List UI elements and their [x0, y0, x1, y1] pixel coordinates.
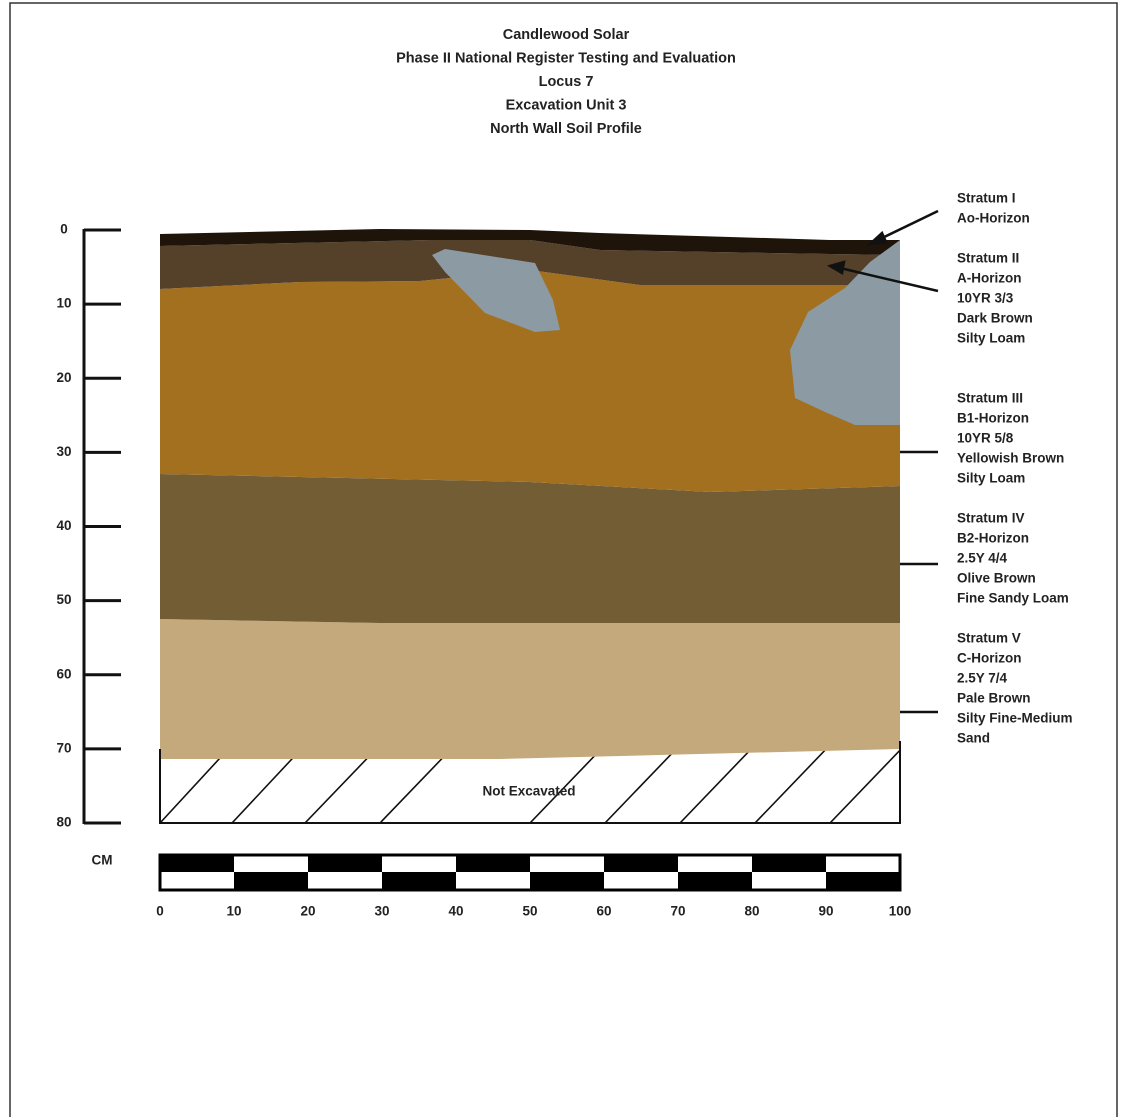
scale-unit: CM: [92, 853, 113, 868]
depth-tick-label: 10: [56, 296, 71, 311]
depth-tick-label: 40: [56, 518, 71, 533]
stratum-label: 2.5Y 7/4: [957, 671, 1008, 686]
stratum-label: Silty Loam: [957, 471, 1025, 486]
scale-block: [382, 872, 456, 890]
stratum-label: 2.5Y 4/4: [957, 551, 1008, 566]
stratum-label: Sand: [957, 731, 990, 746]
stratum-label: Silty Loam: [957, 331, 1025, 346]
width-tick-label: 30: [374, 904, 389, 919]
title-line: Phase II National Register Testing and E…: [396, 50, 736, 66]
scale-block: [382, 855, 456, 872]
rock: [432, 249, 560, 332]
scale-block: [604, 872, 678, 890]
frame: [9, 2, 1118, 1117]
scale-block: [308, 855, 382, 872]
title-line: Excavation Unit 3: [506, 97, 627, 113]
depth-tick-label: 80: [56, 815, 71, 830]
stratum-label: C-Horizon: [957, 651, 1022, 666]
width-tick-label: 60: [596, 904, 611, 919]
scale-block: [456, 855, 530, 872]
stratum-iv: [160, 474, 900, 623]
depth-tick-label: 50: [56, 592, 71, 607]
width-tick-label: 20: [300, 904, 315, 919]
scale-bar: [158, 853, 902, 892]
not-excavated-zone: [159, 741, 901, 824]
width-tick-label: 80: [744, 904, 759, 919]
width-tick-label: 40: [448, 904, 463, 919]
scale-block: [234, 855, 308, 872]
stratum-label: Stratum II: [957, 251, 1019, 266]
stratum-label: Yellowish Brown: [957, 451, 1064, 466]
stratum-label: B1-Horizon: [957, 411, 1029, 426]
scale-block: [308, 872, 382, 890]
depth-tick-label: 70: [56, 740, 71, 755]
scale-block: [752, 872, 826, 890]
title-line: North Wall Soil Profile: [490, 121, 642, 137]
stratum-label: Pale Brown: [957, 691, 1031, 706]
stratum-label: Stratum V: [957, 631, 1021, 646]
depth-tick-label: 0: [60, 222, 68, 237]
leaders: [826, 209, 939, 714]
scale-block: [160, 872, 234, 890]
stratum-label: A-Horizon: [957, 271, 1022, 286]
stratum-label: Stratum I: [957, 191, 1016, 206]
stratum-label: 10YR 3/3: [957, 291, 1014, 306]
stratum-label: Silty Fine-Medium: [957, 711, 1073, 726]
stratum-label: Olive Brown: [957, 571, 1036, 586]
scale-block: [678, 872, 752, 890]
scale-block: [826, 872, 900, 890]
stratum-i: [160, 229, 900, 255]
title-line: Locus 7: [539, 74, 594, 90]
stratum-label: B2-Horizon: [957, 531, 1029, 546]
scale-block: [752, 855, 826, 872]
scale-block: [604, 855, 678, 872]
scale-block: [160, 855, 234, 872]
soil-profile: [160, 229, 900, 759]
depth-tick-label: 20: [56, 370, 71, 385]
width-tick-label: 50: [522, 904, 537, 919]
title-line: Candlewood Solar: [503, 27, 630, 43]
rock: [790, 240, 900, 425]
stratum-iii: [160, 270, 900, 492]
stratum-label: Fine Sandy Loam: [957, 591, 1069, 606]
width-tick-label: 70: [670, 904, 685, 919]
stratum-label: 10YR 5/8: [957, 431, 1014, 446]
scale-block: [530, 855, 604, 872]
scale-block: [678, 855, 752, 872]
scale-block: [456, 872, 530, 890]
stratum-label: Stratum III: [957, 391, 1023, 406]
depth-tick-label: 60: [56, 666, 71, 681]
width-tick-label: 100: [889, 904, 912, 919]
stratum-label: Dark Brown: [957, 311, 1033, 326]
width-tick-label: 90: [818, 904, 833, 919]
width-tick-label: 10: [226, 904, 241, 919]
stratum-v: [160, 619, 900, 759]
stratum-label: Stratum IV: [957, 511, 1025, 526]
scale-block: [234, 872, 308, 890]
depth-tick-label: 30: [56, 444, 71, 459]
stratum-label: Ao-Horizon: [957, 211, 1030, 226]
width-tick-label: 0: [156, 904, 164, 919]
not-excavated-label: Not Excavated: [482, 784, 575, 799]
scale-block: [530, 872, 604, 890]
scale-block: [826, 855, 900, 872]
